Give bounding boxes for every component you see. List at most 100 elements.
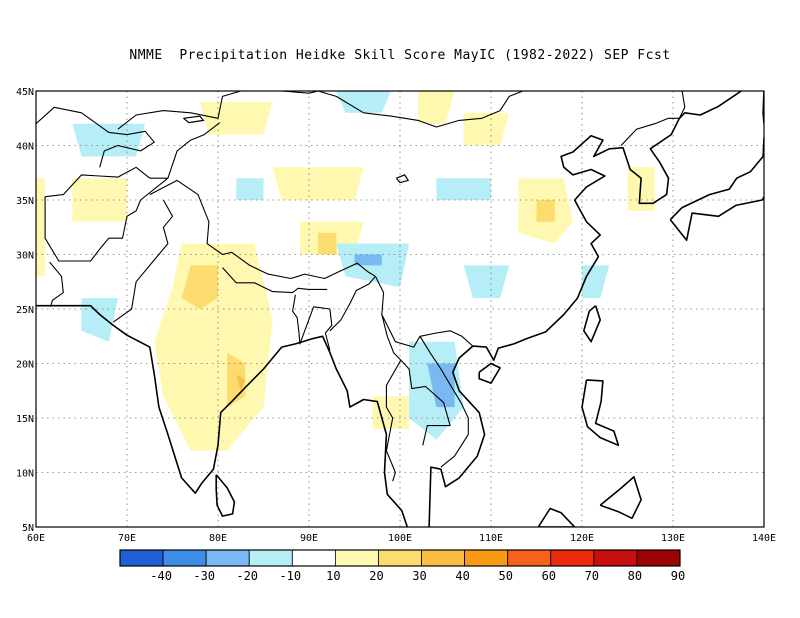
skill-region-20 bbox=[418, 91, 455, 124]
colorbar-swatch bbox=[162, 549, 207, 567]
colorbar-frame bbox=[119, 549, 681, 567]
mindanao-coast bbox=[599, 476, 642, 520]
hainan-coast bbox=[478, 362, 501, 384]
southeast-asia-coast bbox=[428, 91, 742, 527]
iran-pakistan-border bbox=[49, 261, 64, 307]
mongolia-border bbox=[281, 91, 524, 128]
korea-china-border bbox=[620, 117, 680, 146]
skill-region-20 bbox=[372, 396, 410, 429]
kazakh-border bbox=[117, 91, 241, 130]
colorbar-label: 70 bbox=[585, 569, 599, 583]
lat-tick-label: 45N bbox=[16, 87, 34, 98]
skill-region-30 bbox=[536, 200, 555, 222]
lat-lon-gridlines bbox=[36, 91, 764, 527]
map-frame bbox=[35, 90, 765, 528]
colorbar-label: -40 bbox=[150, 569, 172, 583]
skill-region--10 bbox=[463, 265, 510, 299]
lat-tick-label: 20N bbox=[16, 360, 34, 371]
colorbar-label: -10 bbox=[279, 569, 301, 583]
skill-region--10 bbox=[236, 178, 264, 200]
colorbar-swatch bbox=[421, 549, 466, 567]
colorbar-label: -20 bbox=[236, 569, 258, 583]
coastlines-and-borders bbox=[36, 91, 764, 527]
lon-tick-label: 80E bbox=[209, 533, 227, 544]
lat-tick-label: 30N bbox=[16, 251, 34, 262]
colorbar-swatch bbox=[464, 549, 509, 567]
japan-coast bbox=[669, 136, 764, 242]
himalaya-border bbox=[149, 179, 474, 348]
sri-lanka-coast bbox=[215, 474, 236, 517]
colorbar-swatch bbox=[507, 549, 552, 567]
pakistan-india-border bbox=[112, 199, 174, 323]
colorbar-swatch bbox=[378, 549, 422, 567]
central-asia-borders bbox=[36, 106, 155, 168]
skill-region-30 bbox=[227, 352, 246, 408]
skill-region-20 bbox=[72, 178, 127, 222]
laos-vietnam-border bbox=[419, 336, 469, 468]
skill-region--20 bbox=[354, 254, 382, 266]
skill-region--10 bbox=[336, 91, 391, 113]
lon-tick-label: 140E bbox=[752, 533, 776, 544]
colorbar-label: 30 bbox=[412, 569, 426, 583]
colorbar-swatch bbox=[205, 549, 250, 567]
hokkaido-coast bbox=[762, 91, 764, 124]
axis-tick-labels: 60E 70E 80E 90E 100E 110E 120E 130E 140E 5N 10N 15N… bbox=[16, 87, 776, 544]
lon-tick-label: 90E bbox=[300, 533, 318, 544]
qinghai-lake bbox=[395, 174, 410, 184]
skill-region--10 bbox=[436, 178, 491, 200]
taiwan-coast bbox=[582, 305, 602, 343]
colorbar-swatch bbox=[636, 549, 681, 567]
colorbar-label: 40 bbox=[455, 569, 469, 583]
lat-tick-label: 40N bbox=[16, 142, 34, 153]
lon-tick-label: 120E bbox=[570, 533, 594, 544]
skill-region-20 bbox=[463, 112, 510, 146]
skill-region-20 bbox=[272, 167, 364, 200]
colorbar-label: 60 bbox=[542, 569, 556, 583]
lon-tick-label: 100E bbox=[388, 533, 412, 544]
myanmar-thai-border bbox=[381, 314, 402, 482]
afghanistan-border bbox=[44, 166, 169, 262]
lat-tick-label: 15N bbox=[16, 414, 34, 425]
skill-region-30 bbox=[181, 265, 218, 309]
skill-region--20 bbox=[427, 363, 455, 408]
skill-region-20 bbox=[199, 101, 273, 135]
china-west-border bbox=[167, 122, 221, 179]
colorbar-swatch bbox=[248, 549, 293, 567]
colorbar-label: 50 bbox=[498, 569, 512, 583]
colorbar-label: 80 bbox=[628, 569, 642, 583]
lon-tick-label: 130E bbox=[661, 533, 685, 544]
lat-tick-label: 25N bbox=[16, 305, 34, 316]
colorbar-label: -30 bbox=[193, 569, 215, 583]
laos-thai-border bbox=[400, 359, 451, 446]
map-title: NMME Precipitation Heidke Skill Score Ma… bbox=[129, 48, 671, 63]
colorbar-label: 20 bbox=[369, 569, 383, 583]
colorbar-swatch bbox=[334, 549, 379, 567]
china-russia-border bbox=[678, 91, 686, 119]
lon-tick-label: 110E bbox=[479, 533, 503, 544]
colorbar-swatch bbox=[291, 549, 336, 567]
lat-tick-label: 10N bbox=[16, 469, 34, 480]
colorbar: -40 -30 -20 -10 10 20 30 40 50 60 70 80 90 bbox=[119, 549, 685, 583]
myanmar-india-border bbox=[329, 275, 376, 332]
colorbar-swatch bbox=[119, 549, 164, 567]
bangladesh-border bbox=[292, 294, 333, 351]
skill-region-20 bbox=[627, 167, 655, 211]
lon-tick-label: 70E bbox=[118, 533, 136, 544]
colorbar-label: 90 bbox=[671, 569, 685, 583]
skill-score-shading bbox=[36, 91, 655, 451]
lon-tick-label: 60E bbox=[27, 533, 45, 544]
skill-region-40 bbox=[236, 374, 246, 391]
borneo-coast bbox=[537, 507, 576, 527]
issyk-kul-lake bbox=[183, 115, 205, 124]
lat-tick-label: 5N bbox=[22, 523, 34, 534]
indian-subcontinent-coast bbox=[36, 304, 409, 527]
nepal-bhutan-south bbox=[222, 267, 328, 294]
colorbar-label: 10 bbox=[326, 569, 340, 583]
skill-region-30 bbox=[318, 232, 337, 255]
skill-region--10 bbox=[72, 123, 146, 157]
colorbar-swatch bbox=[593, 549, 638, 567]
lat-tick-label: 35N bbox=[16, 196, 34, 207]
colorbar-swatch bbox=[550, 549, 595, 567]
luzon-coast bbox=[581, 379, 620, 447]
